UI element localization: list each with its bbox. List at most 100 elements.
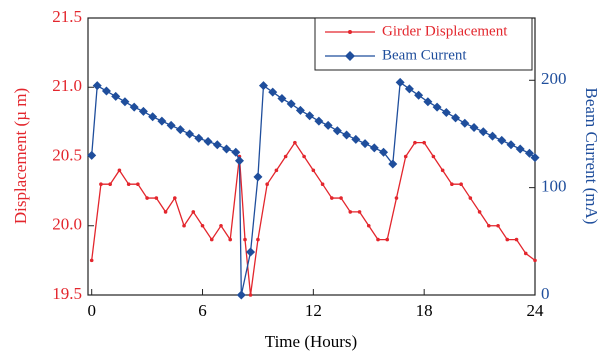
marker [108, 182, 112, 186]
legend-label: Girder Displacement [382, 23, 508, 39]
marker [175, 125, 185, 135]
marker [403, 154, 408, 159]
marker [369, 143, 379, 153]
marker [432, 102, 442, 112]
marker [388, 159, 398, 169]
marker [185, 129, 195, 139]
marker [478, 127, 488, 137]
marker [330, 196, 334, 200]
marker [431, 154, 436, 159]
marker [92, 81, 102, 91]
marker [523, 251, 528, 256]
series-line [91, 81, 536, 296]
marker [488, 131, 498, 141]
marker [524, 148, 534, 158]
marker [404, 84, 414, 94]
marker [314, 116, 324, 126]
marker [89, 258, 94, 263]
marker [126, 182, 131, 186]
marker [451, 113, 461, 123]
y-tick-label: 20.5 [52, 145, 82, 164]
marker [302, 154, 306, 159]
marker [422, 140, 426, 145]
marker [101, 86, 111, 96]
marker [182, 223, 186, 228]
marker [385, 237, 390, 242]
x-axis-label: Time (Hours) [265, 332, 357, 351]
x-tick-label: 6 [198, 301, 207, 320]
marker [219, 223, 223, 228]
marker [265, 182, 269, 186]
marker [274, 168, 279, 173]
marker [332, 126, 342, 136]
marker [117, 168, 122, 173]
marker [194, 133, 204, 143]
marker [243, 237, 247, 242]
marker [157, 116, 167, 126]
marker [395, 77, 405, 87]
marker [423, 97, 433, 107]
marker [339, 196, 343, 200]
marker [234, 156, 244, 166]
marker [248, 293, 253, 297]
marker [173, 196, 177, 200]
marker [514, 237, 519, 242]
marker [533, 258, 537, 263]
marker [136, 182, 140, 186]
marker [351, 134, 361, 144]
marker [323, 120, 333, 130]
marker [87, 150, 97, 160]
marker [222, 144, 232, 154]
marker [459, 182, 463, 186]
marker [477, 210, 482, 214]
marker [277, 94, 287, 104]
marker [286, 99, 296, 109]
x-tick-label: 18 [416, 301, 433, 320]
x-tick-label: 24 [527, 301, 545, 320]
marker [414, 90, 424, 100]
marker [348, 210, 353, 214]
legend-box [314, 17, 533, 71]
marker [497, 135, 507, 145]
marker [366, 223, 371, 228]
marker [166, 120, 176, 130]
y2-axis-label: Beam Current (mA) [582, 88, 601, 225]
series-line [91, 141, 536, 296]
marker [99, 182, 103, 186]
marker [487, 223, 491, 228]
marker [256, 237, 260, 242]
marker [496, 223, 500, 228]
marker [203, 136, 213, 146]
marker [138, 106, 148, 116]
marker [231, 147, 241, 157]
marker [236, 290, 246, 300]
marker [440, 168, 445, 173]
marker [357, 210, 362, 214]
marker [145, 196, 149, 200]
x-tick-label: 0 [87, 301, 96, 320]
y2-tick-label: 200 [541, 69, 567, 88]
legend-marker [345, 51, 355, 61]
marker [246, 247, 256, 257]
y2-tick-label: 0 [541, 284, 550, 303]
legend-marker [348, 30, 352, 34]
x-tick-label: 12 [305, 301, 322, 320]
y-tick-label: 21.5 [52, 7, 82, 26]
marker [191, 210, 196, 214]
marker [283, 154, 288, 159]
marker [209, 237, 214, 242]
y-tick-label: 19.5 [52, 284, 82, 303]
marker [379, 147, 389, 157]
marker [469, 123, 479, 133]
marker [441, 107, 451, 117]
y2-tick-label: 100 [541, 177, 567, 196]
marker [200, 223, 205, 228]
marker [320, 182, 325, 186]
marker [450, 182, 454, 186]
marker [360, 139, 370, 149]
marker [460, 118, 470, 128]
marker [228, 237, 233, 242]
marker [505, 237, 510, 242]
marker [394, 196, 399, 200]
